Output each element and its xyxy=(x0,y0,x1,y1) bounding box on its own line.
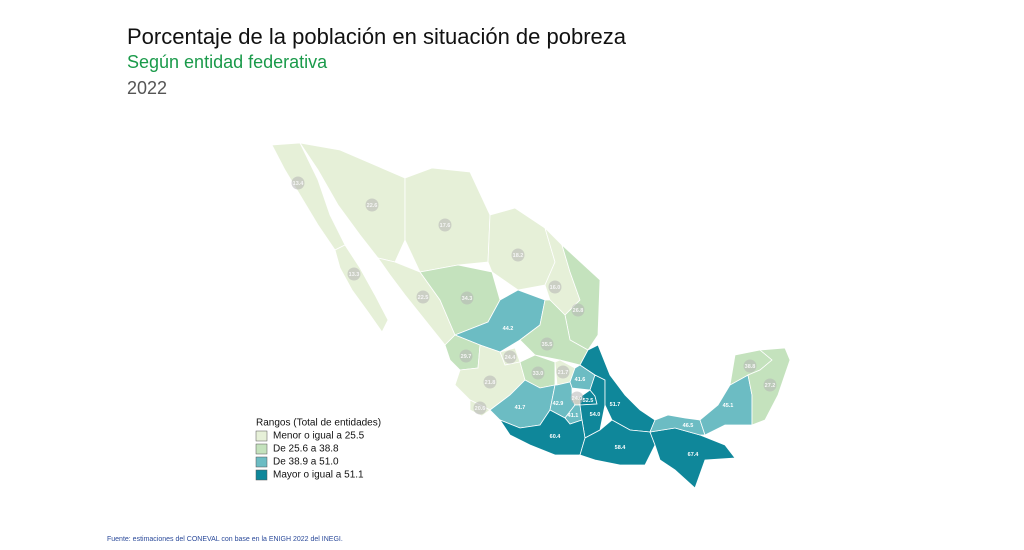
label-badge xyxy=(571,303,585,317)
value-label: 17.6 xyxy=(440,223,451,229)
value-label: 33.0 xyxy=(533,371,544,377)
value-label: 22.5 xyxy=(418,295,429,301)
label-badge xyxy=(459,349,473,363)
value-label: 45.1 xyxy=(723,403,734,409)
legend-swatch xyxy=(255,430,268,442)
label-badge xyxy=(347,267,361,281)
value-label: 54.0 xyxy=(590,412,601,418)
state-region xyxy=(487,207,556,291)
label-badge xyxy=(743,359,757,373)
value-label: 41.7 xyxy=(515,405,526,411)
label-badge xyxy=(291,176,305,190)
value-label: 20.6 xyxy=(475,406,486,412)
year: 2022 xyxy=(127,78,167,98)
value-label: 34.3 xyxy=(462,296,473,302)
value-label: 42.9 xyxy=(553,401,564,407)
label-badge xyxy=(556,365,570,379)
state-region xyxy=(498,409,586,456)
value-label: 44.2 xyxy=(503,326,514,332)
value-label: 51.7 xyxy=(610,402,621,408)
label-badge xyxy=(570,391,584,405)
label-badge xyxy=(365,198,379,212)
value-label: 21.8 xyxy=(485,380,496,386)
state-region xyxy=(649,427,736,489)
value-label: 27.2 xyxy=(765,383,776,389)
value-label: 24.0 xyxy=(572,396,583,402)
legend-title: Rangos (Total de entidades) xyxy=(256,418,381,429)
legend-swatch xyxy=(255,443,268,455)
value-label: 41.6 xyxy=(575,377,586,383)
legend-label: Mayor o igual a 51.1 xyxy=(273,470,364,481)
label-badge xyxy=(503,350,517,364)
value-label: 16.0 xyxy=(550,285,561,291)
value-label: 29.7 xyxy=(461,354,472,360)
value-label: 21.7 xyxy=(558,370,569,376)
value-label: 46.5 xyxy=(683,423,694,429)
value-label: 41.1 xyxy=(568,413,579,419)
label-badge xyxy=(548,280,562,294)
label-badge xyxy=(483,375,497,389)
label-badge xyxy=(438,218,452,232)
value-label: 67.4 xyxy=(688,452,700,458)
label-badge xyxy=(540,337,554,351)
state-region xyxy=(519,299,589,366)
source: Fuente: estimaciones del CONEVAL con bas… xyxy=(107,536,343,543)
legend-label: Menor o igual a 25.5 xyxy=(273,431,365,442)
label-badge xyxy=(473,401,487,415)
value-label: 52.5 xyxy=(583,398,594,404)
label-badge xyxy=(416,290,430,304)
value-label: 58.4 xyxy=(615,445,627,451)
value-label: 22.6 xyxy=(367,203,378,209)
value-label: 24.4 xyxy=(505,355,517,361)
value-label: 38.8 xyxy=(745,364,756,370)
legend-label: De 25.6 a 38.8 xyxy=(273,444,339,455)
label-badge xyxy=(460,291,474,305)
legend-label: De 38.9 a 51.0 xyxy=(273,457,339,468)
value-label: 26.8 xyxy=(573,308,584,314)
label-badge xyxy=(763,378,777,392)
value-label: 13.4 xyxy=(293,181,305,187)
label-badge xyxy=(511,248,525,262)
value-label: 13.3 xyxy=(349,272,360,278)
legend-swatch xyxy=(255,456,268,468)
legend-swatch xyxy=(255,469,268,481)
value-label: 35.5 xyxy=(542,342,553,348)
title: Porcentaje de la población en situación … xyxy=(127,24,627,49)
state-region xyxy=(334,244,389,333)
value-label: 18.2 xyxy=(513,253,524,259)
value-label: 60.4 xyxy=(550,434,562,440)
label-badge xyxy=(531,366,545,380)
subtitle: Según entidad federativa xyxy=(127,52,328,72)
